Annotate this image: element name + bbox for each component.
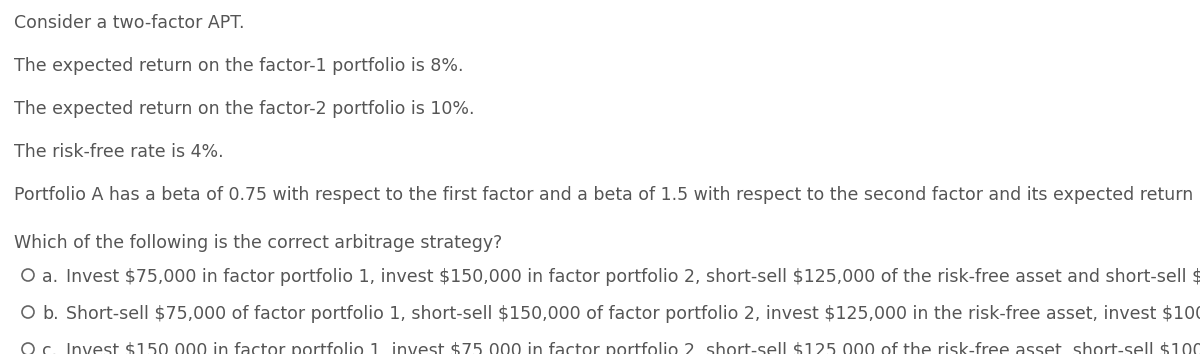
Text: The expected return on the factor-2 portfolio is 10%.: The expected return on the factor-2 port… — [14, 100, 474, 118]
Text: Portfolio A has a beta of 0.75 with respect to the first factor and a beta of 1.: Portfolio A has a beta of 0.75 with resp… — [14, 186, 1200, 204]
Text: c.: c. — [42, 342, 58, 354]
Text: Which of the following is the correct arbitrage strategy?: Which of the following is the correct ar… — [14, 234, 503, 252]
Text: Invest \$150,000 in factor portfolio 1, invest \$75,000 in factor portfolio 2, s: Invest \$150,000 in factor portfolio 1, … — [66, 342, 1200, 354]
Text: a.: a. — [42, 268, 58, 286]
Text: Invest \$75,000 in factor portfolio 1, invest \$150,000 in factor portfolio 2, s: Invest \$75,000 in factor portfolio 1, i… — [66, 268, 1200, 286]
Text: The risk-free rate is 4%.: The risk-free rate is 4%. — [14, 143, 223, 161]
Text: The expected return on the factor-1 portfolio is 8%.: The expected return on the factor-1 port… — [14, 57, 463, 75]
Text: b.: b. — [42, 305, 59, 323]
Text: Short-sell \$75,000 of factor portfolio 1, short-sell \$150,000 of factor portfo: Short-sell \$75,000 of factor portfolio … — [66, 305, 1200, 323]
Text: Consider a two-factor APT.: Consider a two-factor APT. — [14, 14, 245, 32]
